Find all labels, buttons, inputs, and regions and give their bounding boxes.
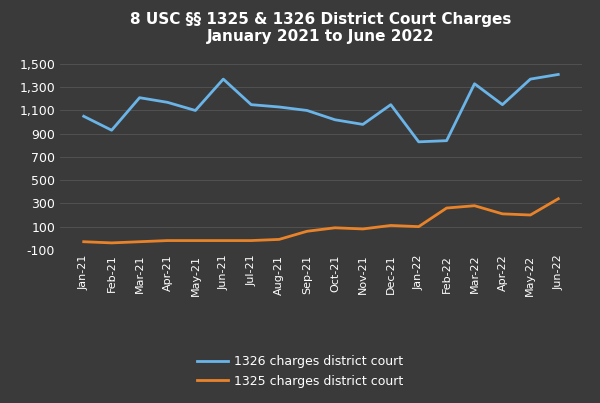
- 1326 charges district court: [192, 108, 199, 113]
- 1326 charges district court: [443, 138, 450, 143]
- 1325 charges district court: [415, 224, 422, 229]
- 1325 charges district court: [275, 237, 283, 242]
- 1325 charges district court: [471, 203, 478, 208]
- 1326 charges district court: [164, 100, 171, 105]
- 1325 charges district court: [164, 238, 171, 243]
- Title: 8 USC §§ 1325 & 1326 District Court Charges
January 2021 to June 2022: 8 USC §§ 1325 & 1326 District Court Char…: [130, 12, 512, 44]
- 1325 charges district court: [387, 223, 394, 228]
- 1326 charges district court: [136, 95, 143, 100]
- 1326 charges district court: [527, 77, 534, 81]
- 1325 charges district court: [108, 241, 115, 245]
- Line: 1325 charges district court: 1325 charges district court: [84, 199, 558, 243]
- 1325 charges district court: [80, 239, 88, 244]
- 1326 charges district court: [359, 122, 367, 127]
- 1325 charges district court: [304, 229, 311, 234]
- Legend: 1326 charges district court, 1325 charges district court: 1326 charges district court, 1325 charge…: [191, 351, 409, 393]
- 1326 charges district court: [387, 102, 394, 107]
- 1326 charges district court: [80, 114, 88, 119]
- 1326 charges district court: [331, 117, 338, 122]
- 1326 charges district court: [415, 139, 422, 144]
- 1326 charges district court: [275, 104, 283, 109]
- 1326 charges district court: [499, 102, 506, 107]
- 1325 charges district court: [136, 239, 143, 244]
- 1326 charges district court: [248, 102, 255, 107]
- 1326 charges district court: [108, 128, 115, 133]
- 1325 charges district court: [527, 213, 534, 218]
- Line: 1326 charges district court: 1326 charges district court: [84, 75, 558, 142]
- 1326 charges district court: [554, 72, 562, 77]
- 1325 charges district court: [443, 206, 450, 210]
- 1325 charges district court: [248, 238, 255, 243]
- 1325 charges district court: [331, 225, 338, 230]
- 1325 charges district court: [499, 212, 506, 216]
- 1326 charges district court: [220, 77, 227, 81]
- 1325 charges district court: [220, 238, 227, 243]
- 1325 charges district court: [554, 196, 562, 201]
- 1326 charges district court: [304, 108, 311, 113]
- 1326 charges district court: [471, 81, 478, 86]
- 1325 charges district court: [192, 238, 199, 243]
- 1325 charges district court: [359, 226, 367, 231]
